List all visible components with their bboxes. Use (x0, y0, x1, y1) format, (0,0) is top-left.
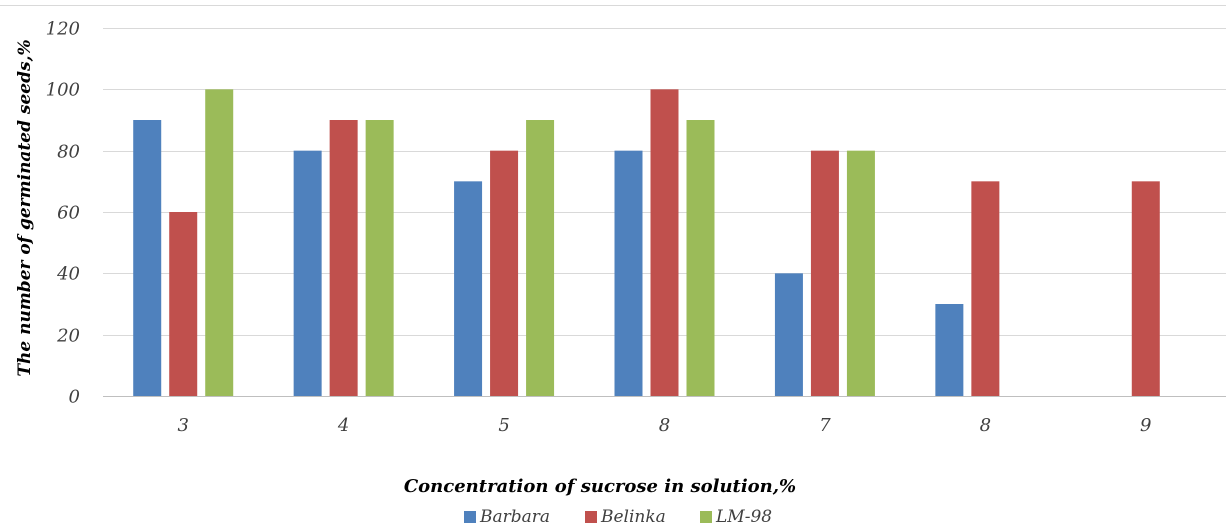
bar-belinka (490, 150, 519, 396)
legend-swatch (700, 511, 712, 523)
bar-belinka (169, 212, 198, 396)
x-axis-label: Concentration of sucrose in solution,% (404, 476, 796, 497)
bar-lm-98 (205, 89, 234, 396)
bar-barbara (614, 150, 643, 396)
legend-swatch (464, 511, 476, 523)
y-tick-label: 20 (56, 326, 80, 347)
x-tick-label: 8 (659, 415, 670, 436)
x-tick-label: 9 (1140, 415, 1151, 436)
legend: Barbara Belinka LM-98 (464, 507, 772, 526)
bar-barbara (774, 273, 803, 396)
x-tick-label: 8 (980, 415, 991, 436)
bar-barbara (293, 150, 322, 396)
y-axis-ticks: 0 20 40 60 80 100 120 (46, 19, 80, 408)
y-tick-label: 0 (69, 387, 80, 408)
bar-lm-98 (686, 120, 715, 396)
y-tick-label: 100 (46, 80, 80, 101)
legend-label: Barbara (479, 507, 550, 526)
bar-lm-98 (526, 120, 555, 396)
bar-lm-98 (846, 150, 875, 396)
x-tick-label: 7 (819, 415, 831, 436)
bars (133, 89, 1160, 396)
bar-barbara (935, 304, 964, 396)
legend-label: Belinka (600, 507, 666, 526)
bar-barbara (133, 120, 162, 396)
bar-belinka (971, 181, 1000, 396)
x-axis-ticks: 3 4 5 8 7 8 9 (177, 415, 1151, 436)
y-tick-label: 60 (57, 203, 80, 224)
bar-belinka (1131, 181, 1160, 396)
y-tick-label: 40 (56, 264, 80, 285)
x-tick-label: 4 (337, 415, 349, 436)
bar-belinka (650, 89, 679, 396)
bar-barbara (454, 181, 483, 396)
bar-belinka (329, 120, 358, 396)
y-axis-label: The number of germinated seeds,% (15, 39, 35, 376)
y-tick-label: 120 (46, 19, 80, 40)
x-tick-label: 5 (498, 415, 509, 436)
x-tick-label: 3 (177, 415, 188, 436)
y-tick-label: 80 (57, 142, 80, 163)
legend-swatch (585, 511, 597, 523)
bar-lm-98 (365, 120, 394, 396)
legend-label: LM-98 (715, 507, 772, 526)
bar-belinka (810, 150, 839, 396)
